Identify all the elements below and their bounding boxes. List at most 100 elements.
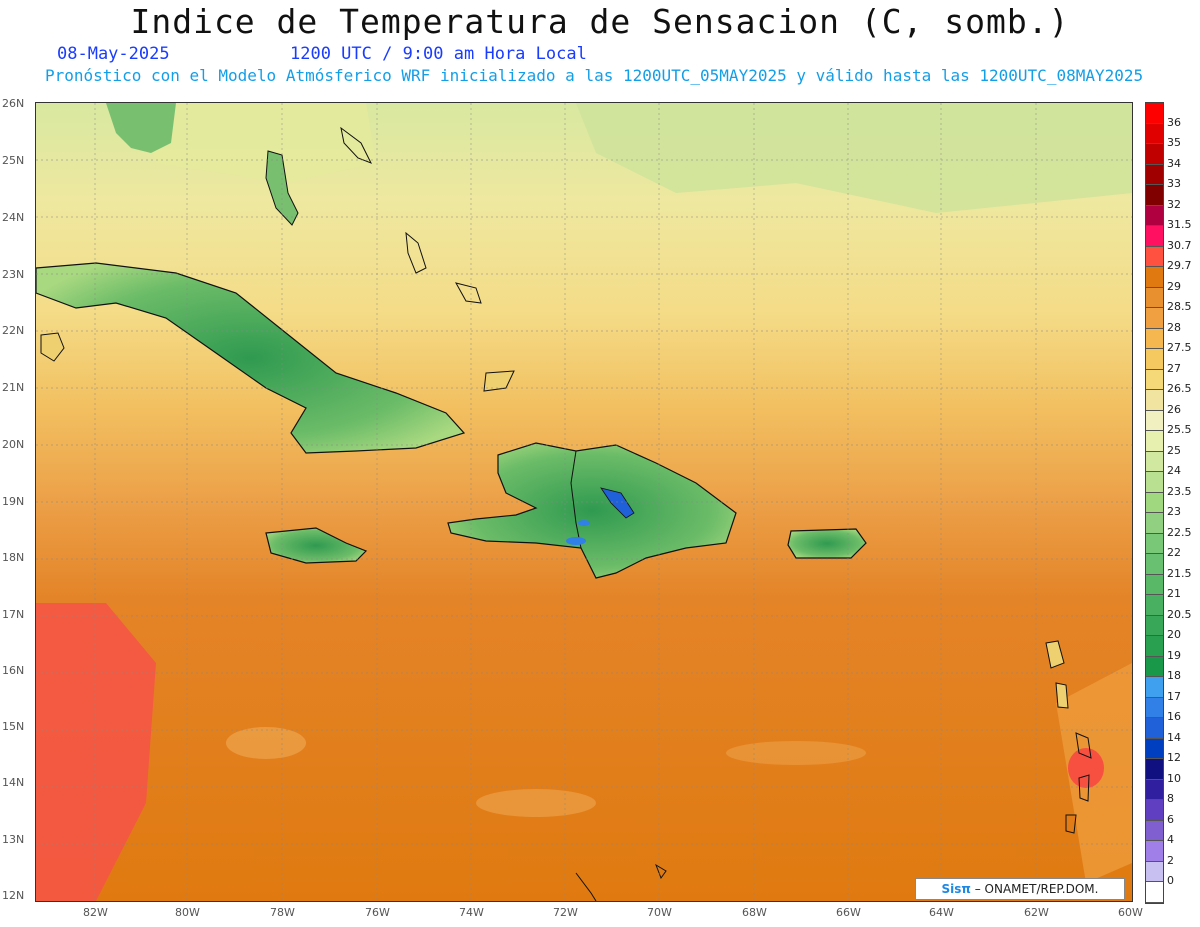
credit-text: – ONAMET/REP.DOM. xyxy=(970,882,1099,896)
lat-label: 19N xyxy=(2,495,25,508)
lat-label: 14N xyxy=(2,776,25,789)
lon-label: 82W xyxy=(83,906,108,919)
color-scale-label: 36 xyxy=(1167,115,1181,129)
lat-label: 12N xyxy=(2,889,25,902)
color-scale-swatch xyxy=(1146,697,1163,718)
color-scale-label: 20.5 xyxy=(1167,607,1192,621)
color-scale-swatch xyxy=(1146,472,1163,493)
lat-label: 16N xyxy=(2,664,25,677)
color-scale-label: 22.5 xyxy=(1167,525,1192,539)
lat-label: 20N xyxy=(2,438,25,451)
forecast-date: 08-May-2025 xyxy=(57,44,170,64)
color-scale-label: 24 xyxy=(1167,464,1181,478)
color-scale-label: 30.7 xyxy=(1167,238,1192,252)
forecast-time: 1200 UTC / 9:00 am Hora Local xyxy=(290,44,587,64)
color-scale-label: 29 xyxy=(1167,279,1181,293)
color-scale-swatch xyxy=(1146,267,1163,288)
color-scale-swatch xyxy=(1146,882,1163,903)
color-scale-swatch xyxy=(1146,615,1163,636)
map-title: Indice de Temperatura de Sensacion (C, s… xyxy=(130,2,1070,41)
color-scale-swatch xyxy=(1146,718,1163,739)
color-scale-swatch xyxy=(1146,636,1163,657)
color-scale-label: 25 xyxy=(1167,443,1181,457)
lat-label: 24N xyxy=(2,211,25,224)
color-scale-swatch xyxy=(1146,533,1163,554)
lat-label: 23N xyxy=(2,268,25,281)
color-scale-swatch xyxy=(1146,164,1163,185)
color-scale-label: 17 xyxy=(1167,689,1181,703)
lon-label: 68W xyxy=(742,906,767,919)
color-scale-label: 32 xyxy=(1167,197,1181,211)
color-scale-swatch xyxy=(1146,820,1163,841)
color-scale-bar xyxy=(1145,102,1164,904)
color-scale-label: 26 xyxy=(1167,402,1181,416)
color-scale-label: 19 xyxy=(1167,648,1181,662)
lon-label: 74W xyxy=(459,906,484,919)
color-scale-label: 2 xyxy=(1167,853,1174,867)
color-scale-label: 22 xyxy=(1167,546,1181,560)
color-scale-swatch xyxy=(1146,369,1163,390)
color-scale-swatch xyxy=(1146,451,1163,472)
lon-label: 60W xyxy=(1118,906,1143,919)
color-scale-label: 8 xyxy=(1167,792,1174,806)
color-scale-swatch xyxy=(1146,328,1163,349)
color-scale-label: 28 xyxy=(1167,320,1181,334)
color-scale-swatch xyxy=(1146,123,1163,144)
color-scale-label: 25.5 xyxy=(1167,423,1192,437)
lat-label: 26N xyxy=(2,97,25,110)
color-scale-swatch xyxy=(1146,574,1163,595)
sispi-logo: Sisπ xyxy=(941,882,971,896)
lon-label: 70W xyxy=(647,906,672,919)
heat-index-map xyxy=(35,102,1133,902)
color-scale-swatch xyxy=(1146,656,1163,677)
lat-label: 13N xyxy=(2,833,25,846)
color-scale-swatch xyxy=(1146,287,1163,308)
color-scale-swatch xyxy=(1146,841,1163,862)
color-scale-label: 16 xyxy=(1167,710,1181,724)
color-scale-swatch xyxy=(1146,349,1163,370)
color-scale-label: 31.5 xyxy=(1167,218,1192,232)
lon-label: 66W xyxy=(836,906,861,919)
credit-box: Sisπ – ONAMET/REP.DOM. xyxy=(915,878,1125,900)
lat-label: 18N xyxy=(2,551,25,564)
color-scale-label: 27.5 xyxy=(1167,341,1192,355)
color-scale-label: 4 xyxy=(1167,833,1174,847)
color-scale-label: 12 xyxy=(1167,751,1181,765)
lat-label: 22N xyxy=(2,324,25,337)
color-scale-label: 23 xyxy=(1167,505,1181,519)
lat-label: 21N xyxy=(2,381,25,394)
color-scale-swatch xyxy=(1146,554,1163,575)
lon-label: 64W xyxy=(929,906,954,919)
color-scale-swatch xyxy=(1146,779,1163,800)
lat-label: 25N xyxy=(2,154,25,167)
map-canvas xyxy=(36,103,1132,901)
lon-label: 62W xyxy=(1024,906,1049,919)
color-scale-label: 18 xyxy=(1167,669,1181,683)
color-scale-swatch xyxy=(1146,205,1163,226)
color-scale-label: 21.5 xyxy=(1167,566,1192,580)
color-scale-label: 20 xyxy=(1167,628,1181,642)
color-scale-label: 21 xyxy=(1167,587,1181,601)
color-scale-swatch xyxy=(1146,308,1163,329)
lat-label: 17N xyxy=(2,608,25,621)
color-scale-label: 26.5 xyxy=(1167,382,1192,396)
color-scale-swatch xyxy=(1146,677,1163,698)
color-scale-label: 29.7 xyxy=(1167,259,1192,273)
color-scale-swatch xyxy=(1146,185,1163,206)
color-scale-label: 27 xyxy=(1167,361,1181,375)
color-scale-swatch xyxy=(1146,738,1163,759)
color-scale-swatch xyxy=(1146,431,1163,452)
color-scale-swatch xyxy=(1146,410,1163,431)
graticule xyxy=(36,103,1132,901)
lon-label: 80W xyxy=(175,906,200,919)
color-scale-label: 0 xyxy=(1167,874,1174,888)
color-scale-label: 34 xyxy=(1167,156,1181,170)
lon-label: 72W xyxy=(553,906,578,919)
color-scale-label: 6 xyxy=(1167,812,1174,826)
forecast-note: Pronóstico con el Modelo Atmósferico WRF… xyxy=(45,66,1144,85)
color-scale-label: 14 xyxy=(1167,730,1181,744)
lon-label: 76W xyxy=(365,906,390,919)
lat-label: 15N xyxy=(2,720,25,733)
color-scale-label: 33 xyxy=(1167,177,1181,191)
lon-label: 78W xyxy=(270,906,295,919)
